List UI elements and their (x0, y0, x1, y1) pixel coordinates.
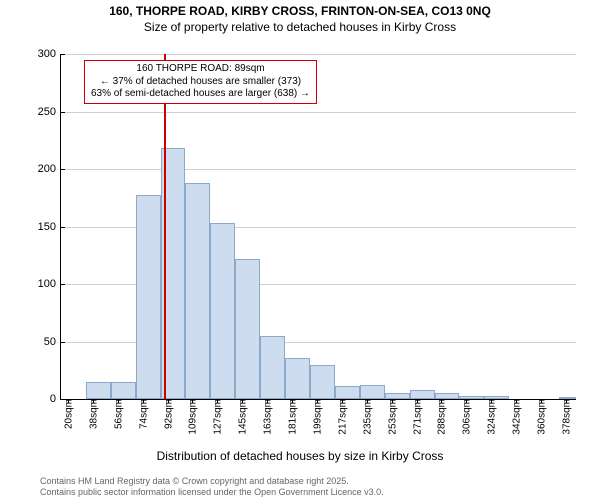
histogram-bar (260, 336, 285, 399)
x-tick-label: 38sqm (87, 399, 100, 429)
x-tick-label: 342sqm (510, 399, 523, 435)
histogram-bar (285, 358, 310, 399)
title-line2: Size of property relative to detached ho… (0, 20, 600, 34)
histogram-bar (210, 223, 235, 399)
x-tick-label: 253sqm (386, 399, 399, 435)
y-tick-label: 150 (38, 221, 61, 233)
x-tick-label: 324sqm (485, 399, 498, 435)
footer-line1: Contains HM Land Registry data © Crown c… (40, 476, 384, 487)
annotation-line2: ← 37% of detached houses are smaller (37… (91, 76, 310, 89)
x-tick-label: 163sqm (261, 399, 274, 435)
x-tick-label: 378sqm (560, 399, 573, 435)
histogram-bar (86, 382, 111, 399)
x-tick-label: 109sqm (185, 399, 198, 435)
x-tick-label: 306sqm (460, 399, 473, 435)
footer-line2: Contains public sector information licen… (40, 487, 384, 498)
y-tick-label: 300 (38, 48, 61, 60)
annotation-box: 160 THORPE ROAD: 89sqm ← 37% of detached… (84, 60, 317, 104)
histogram-bar (136, 195, 161, 399)
y-tick-label: 0 (50, 393, 61, 405)
x-tick-label: 20sqm (61, 399, 74, 429)
annotation-line1: 160 THORPE ROAD: 89sqm (91, 63, 310, 76)
x-tick-label: 127sqm (210, 399, 223, 435)
y-tick-label: 100 (38, 278, 61, 290)
x-tick-label: 199sqm (311, 399, 324, 435)
x-axis-label: Distribution of detached houses by size … (0, 449, 600, 463)
x-tick-label: 360sqm (535, 399, 548, 435)
grid-line (61, 169, 576, 170)
histogram-bar (185, 183, 210, 399)
x-tick-label: 56sqm (112, 399, 125, 429)
marker-line (164, 54, 166, 399)
x-tick-label: 271sqm (411, 399, 424, 435)
x-tick-label: 288sqm (434, 399, 447, 435)
x-tick-label: 74sqm (137, 399, 150, 429)
x-tick-label: 145sqm (235, 399, 248, 435)
histogram-bar (335, 386, 360, 399)
histogram-bar (310, 365, 335, 400)
histogram-plot: 050100150200250300 160 THORPE ROAD: 89sq… (60, 54, 576, 400)
footer: Contains HM Land Registry data © Crown c… (40, 476, 384, 499)
x-tick-label: 235sqm (361, 399, 374, 435)
grid-line (61, 54, 576, 55)
histogram-bar (360, 385, 385, 399)
annotation-line3: 63% of semi-detached houses are larger (… (91, 88, 310, 101)
y-tick-label: 200 (38, 163, 61, 175)
y-tick-label: 250 (38, 106, 61, 118)
x-tick-label: 181sqm (286, 399, 299, 435)
grid-line (61, 112, 576, 113)
histogram-bar (111, 382, 136, 399)
x-tick-label: 92sqm (162, 399, 175, 429)
y-tick-label: 50 (44, 336, 61, 348)
title-line1: 160, THORPE ROAD, KIRBY CROSS, FRINTON-O… (0, 4, 600, 18)
histogram-bar (235, 259, 260, 399)
x-tick-label: 217sqm (336, 399, 349, 435)
histogram-bar (410, 390, 435, 399)
